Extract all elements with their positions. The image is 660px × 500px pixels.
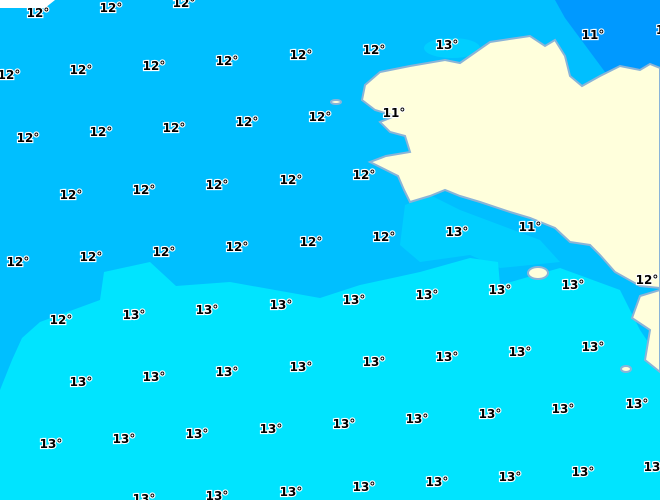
temperature-label: 13° (280, 485, 303, 499)
temperature-label: 13° (113, 432, 136, 446)
temperature-label: 13° (186, 427, 209, 441)
temperature-label: 13° (436, 38, 459, 52)
temperature-label: 13° (509, 345, 532, 359)
temperature-label: 12° (173, 0, 196, 10)
temperature-label: 13° (216, 365, 239, 379)
temperature-label: 13° (196, 303, 219, 317)
temperature-label: 12° (70, 63, 93, 77)
temperature-label: 13° (446, 225, 469, 239)
temperature-label: 1 (656, 23, 660, 37)
temperature-label: 13° (123, 308, 146, 322)
temperature-label: 12° (50, 313, 73, 327)
temperature-label: 13° (489, 283, 512, 297)
temperature-label: 12° (27, 6, 50, 20)
temperature-label: 13° (416, 288, 439, 302)
temperature-label: 13° (499, 470, 522, 484)
temperature-label: 12° (153, 245, 176, 259)
temperature-label: 11° (582, 28, 605, 42)
land-top-left (0, 0, 55, 8)
temperature-label: 12° (373, 230, 396, 244)
temperature-label: 12° (353, 168, 376, 182)
temperature-label: 11° (519, 220, 542, 234)
temperature-label: 12° (636, 273, 659, 287)
temperature-label: 12° (236, 115, 259, 129)
temperature-label: 13° (353, 480, 376, 494)
temperature-label: 12° (226, 240, 249, 254)
zone-13 (0, 258, 660, 500)
temperature-label: 12° (216, 54, 239, 68)
temperature-label: 13° (260, 422, 283, 436)
temperature-label: 13° (143, 370, 166, 384)
temperature-label: 13° (70, 375, 93, 389)
temperature-label: 12° (309, 110, 332, 124)
temperature-label: 13° (40, 437, 63, 451)
temperature-label: 12° (290, 48, 313, 62)
temperature-label: 12° (80, 250, 103, 264)
temperature-label: 11° (383, 106, 406, 120)
temperature-label: 13° (333, 417, 356, 431)
temperature-label: 12° (0, 68, 20, 82)
temperature-label: 13° (133, 492, 156, 500)
temperature-label: 13° (406, 412, 429, 426)
temperature-label: 12° (163, 121, 186, 135)
temperature-label: 13° (436, 350, 459, 364)
temperature-label: 13° (363, 355, 386, 369)
temperature-label: 12° (100, 1, 123, 15)
zone-13-patch (424, 38, 480, 58)
temperature-label: 12° (90, 125, 113, 139)
temperature-label: 13° (644, 460, 660, 474)
island (620, 365, 632, 373)
temperature-label: 13° (626, 397, 649, 411)
temperature-label: 13° (343, 293, 366, 307)
temperature-label: 12° (133, 183, 156, 197)
temperature-label: 13° (572, 465, 595, 479)
island (330, 99, 342, 105)
land-south (630, 288, 660, 374)
temperature-label: 13° (479, 407, 502, 421)
temperature-label: 12° (7, 255, 30, 269)
temperature-label: 13° (290, 360, 313, 374)
temperature-label: 13° (562, 278, 585, 292)
temperature-label: 13° (206, 489, 229, 500)
temperature-label: 12° (363, 43, 386, 57)
temperature-label: 13° (552, 402, 575, 416)
temperature-label: 12° (143, 59, 166, 73)
temperature-label: 12° (206, 178, 229, 192)
island (527, 266, 549, 280)
temperature-label: 12° (17, 131, 40, 145)
temperature-label: 13° (270, 298, 293, 312)
zone-11 (555, 0, 660, 72)
temperature-label: 12° (280, 173, 303, 187)
temperature-label: 12° (60, 188, 83, 202)
temperature-label: 13° (426, 475, 449, 489)
land-brittany (360, 34, 660, 290)
temperature-label: 12° (300, 235, 323, 249)
zone-12-13-transition (400, 195, 560, 268)
temperature-label: 13° (582, 340, 605, 354)
